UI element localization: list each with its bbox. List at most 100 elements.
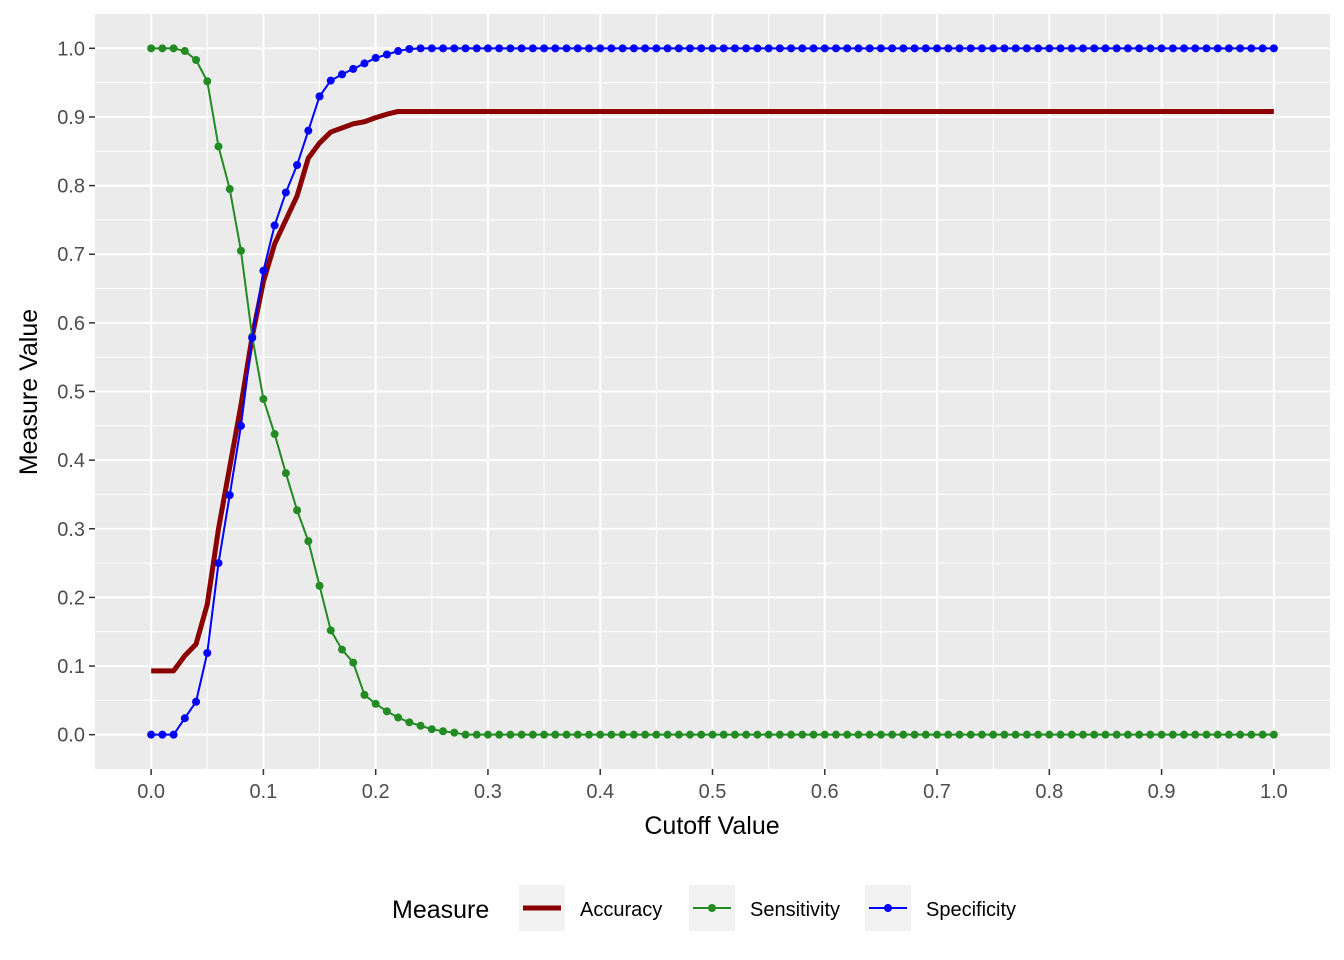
specificity-point <box>607 44 616 53</box>
specificity-point <box>1000 44 1009 53</box>
y-tick-label: 0.3 <box>57 519 85 541</box>
sensitivity-point <box>517 730 526 739</box>
specificity-point <box>1079 44 1087 53</box>
specificity-point <box>439 44 448 53</box>
x-tick-label: 0.6 <box>811 781 839 803</box>
specificity-point <box>888 44 897 53</box>
sensitivity-point <box>259 395 268 404</box>
x-axis-title: Cutoff Value <box>644 812 779 840</box>
specificity-point <box>506 44 515 53</box>
sensitivity-point <box>798 730 807 739</box>
specificity-point <box>730 44 739 53</box>
specificity-point <box>843 44 852 53</box>
sensitivity-point <box>540 730 549 739</box>
specificity-point <box>1067 44 1076 53</box>
legend-point-specificity <box>884 904 892 912</box>
specificity-point <box>641 44 650 53</box>
y-tick-label: 0.0 <box>57 725 85 747</box>
specificity-point <box>742 44 751 53</box>
specificity-point <box>652 44 661 53</box>
sensitivity-point <box>371 699 380 708</box>
specificity-point <box>1157 44 1166 53</box>
specificity-point <box>304 126 313 135</box>
y-tick-label: 0.7 <box>57 244 85 266</box>
specificity-point <box>820 44 829 53</box>
y-tick-label: 0.5 <box>57 382 85 404</box>
specificity-point <box>573 44 582 53</box>
sensitivity-point <box>977 730 986 739</box>
series-specificity <box>147 44 1278 739</box>
sensitivity-point <box>1090 730 1099 739</box>
sensitivity-point <box>1056 730 1065 739</box>
sensitivity-point <box>1101 730 1110 739</box>
sensitivity-point <box>551 730 560 739</box>
sensitivity-point <box>293 506 302 515</box>
specificity-point <box>270 221 279 230</box>
specificity-point <box>989 44 998 53</box>
x-tick-label: 0.2 <box>362 781 390 803</box>
sensitivity-point <box>832 730 840 739</box>
legend: Measure Accuracy Sensitivity Specificity <box>392 885 1016 931</box>
x-tick-label: 0.5 <box>699 781 727 803</box>
sensitivity-point <box>1022 730 1031 739</box>
x-tick-label: 1.0 <box>1260 781 1288 803</box>
specificity-point <box>416 44 425 53</box>
sensitivity-point <box>585 730 593 739</box>
legend-label-sensitivity: Sensitivity <box>750 899 840 921</box>
sensitivity-point <box>427 725 436 734</box>
sensitivity-point <box>1213 730 1222 739</box>
sensitivity-point <box>472 730 481 739</box>
specificity-point <box>225 491 234 500</box>
accuracy-line <box>151 108 1274 674</box>
specificity-point <box>1135 44 1144 53</box>
sensitivity-point <box>382 707 391 716</box>
specificity-point <box>1191 44 1200 53</box>
sensitivity-point <box>921 730 930 739</box>
y-tick-label: 1.0 <box>57 38 85 60</box>
specificity-point <box>596 44 605 53</box>
sensitivity-point <box>528 730 537 739</box>
specificity-point <box>865 44 874 53</box>
sensitivity-point <box>1112 730 1121 739</box>
sensitivity-point <box>865 730 874 739</box>
sensitivity-point <box>1168 730 1177 739</box>
sensitivity-point <box>1157 730 1166 739</box>
sensitivity-point <box>495 730 504 739</box>
specificity-point <box>1258 44 1267 53</box>
y-tick-label: 0.2 <box>57 587 85 609</box>
sensitivity-point <box>315 581 324 590</box>
specificity-point <box>787 44 796 53</box>
sensitivity-point <box>416 721 425 730</box>
sensitivity-point <box>686 730 695 739</box>
sensitivity-point <box>652 730 661 739</box>
axis-ticks <box>89 47 1275 775</box>
sensitivity-point <box>944 730 953 739</box>
legend-title: Measure <box>392 896 489 924</box>
specificity-point <box>248 333 257 342</box>
sensitivity-point <box>663 730 672 739</box>
sensitivity-point <box>955 730 964 739</box>
specificity-point <box>405 45 414 53</box>
specificity-point <box>933 44 942 53</box>
sensitivity-point <box>618 730 627 739</box>
x-tick-labels: 0.0 0.1 0.2 0.3 0.4 0.5 0.6 0.7 0.8 0.9 1.0 <box>137 781 1288 803</box>
specificity-point <box>764 44 773 53</box>
sensitivity-point <box>742 730 751 739</box>
sensitivity-point <box>270 430 279 439</box>
specificity-point <box>753 44 762 53</box>
sensitivity-point <box>708 730 717 739</box>
sensitivity-point <box>326 626 335 635</box>
specificity-point <box>955 44 964 53</box>
sensitivity-point <box>910 730 919 739</box>
sensitivity-point <box>1011 730 1020 739</box>
specificity-point <box>528 44 537 53</box>
sensitivity-point <box>236 246 245 255</box>
specificity-point <box>517 44 526 53</box>
specificity-point <box>1034 44 1043 53</box>
sensitivity-point <box>843 730 852 739</box>
specificity-point <box>910 44 919 53</box>
sensitivity-point <box>899 730 908 739</box>
specificity-point <box>966 44 975 53</box>
y-axis-title: Measure Value <box>15 309 43 475</box>
